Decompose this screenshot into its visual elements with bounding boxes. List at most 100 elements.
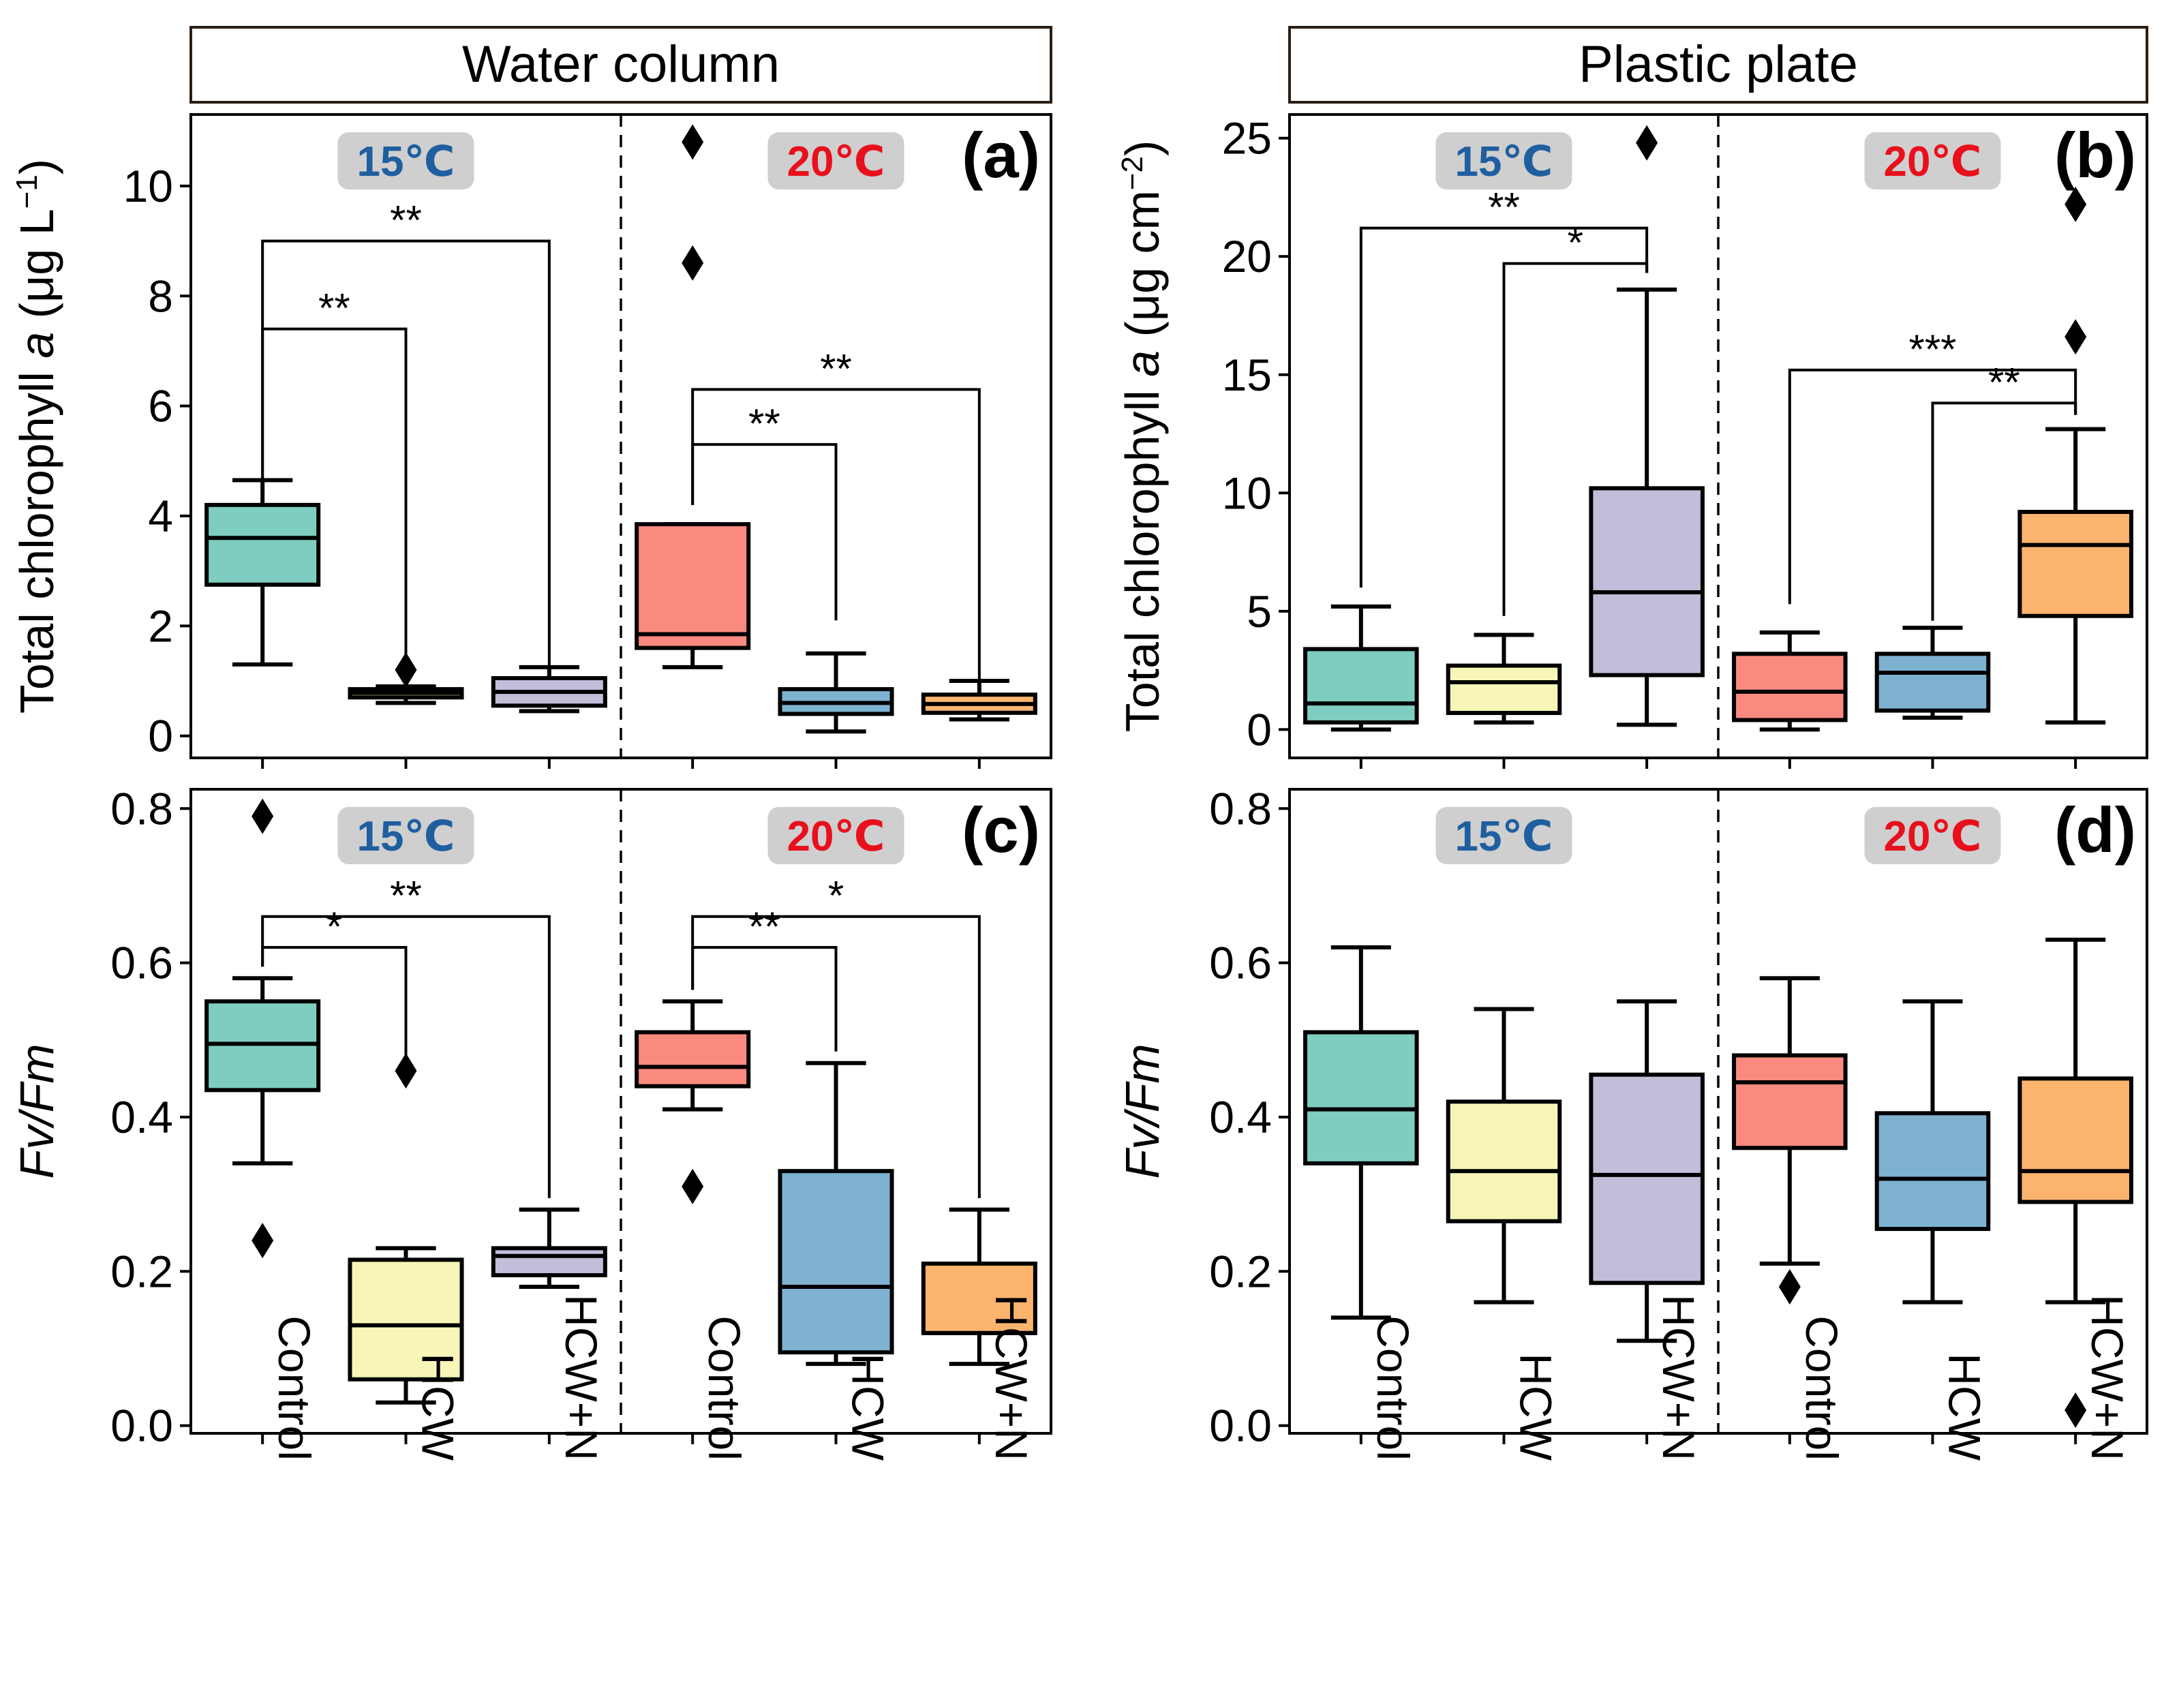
boxplot-hcw-n-15 [491,1207,607,1289]
outlier-point [2064,1392,2087,1429]
temperature-label: 20℃ [787,813,885,860]
outlier-point [1778,1268,1801,1305]
y-tick-label: 0.8 [110,783,173,834]
y-axis-title-close: ) [1116,140,1169,156]
category-label: Control [1797,1315,1847,1461]
box-iqr [491,1246,607,1277]
significance-bracket [261,946,408,1060]
category-label: HCW [413,1353,463,1461]
y-tick-label: 0.8 [1209,783,1272,834]
significance-bracket [1502,262,1649,616]
significance-bracket [261,327,408,670]
strip-water-column-label: Water column [462,35,780,93]
category-label: Control [699,1315,750,1461]
panel-letter: (d) [2054,794,2136,866]
significance-label: ** [1988,359,2020,405]
y-tick-label: 0.4 [1209,1092,1272,1142]
category-label: HCW+N [986,1294,1037,1461]
boxplot-hcw-20 [1874,999,1991,1305]
y-tick-label: 2 [148,600,173,651]
y-axis-title-unit: (μg cm [1116,190,1169,350]
temperature-badge [1864,132,2001,189]
plot-frame [189,113,1052,759]
y-axis-title: Total chlorophyll a (μg L−1) [10,159,64,714]
significance-label: * [326,904,342,949]
y-axis-title-unit: (μg L [10,209,63,331]
y-tick-label: 0 [1247,704,1272,754]
x-axis-labels-left: Control HCW HCW+N Control HCW HCW+N [269,1294,1037,1461]
temperature-label: 20℃ [1883,813,1981,860]
outlier-point [682,245,704,281]
boxplot-hcw-n-15 [1589,999,1705,1343]
box-iqr [1303,1030,1419,1165]
panel-letter: (a) [962,119,1040,191]
boxplot-hcw-20 [1874,626,1991,720]
boxplot-hcw-n-15 [491,665,607,714]
significance-bracket [1931,401,2077,621]
y-tick-label: 10 [123,161,173,211]
significance-label: ** [390,198,422,243]
y-axis-title-text: Total chlorophyll [1116,377,1169,732]
boxplot-hcw-15 [1446,632,1562,725]
box-iqr [1446,1099,1562,1223]
box-iqr [348,1257,464,1382]
boxplot-hcw-n-20 [921,679,1037,722]
significance-label: *** [1908,326,1956,372]
strip-water-column-box [189,26,1052,104]
significance-bracket [261,915,551,1198]
box-iqr [2017,1076,2133,1204]
outlier-point [1636,125,1658,161]
boxplot-hcw-15 [1446,1007,1562,1305]
category-label: HCW [1511,1353,1561,1461]
strip-plastic-plate-box [1288,26,2148,104]
significance-label: ** [748,401,780,446]
category-label: HCW+N [1654,1294,1704,1461]
y-axis-title-text: Total chlorophyll [10,359,63,714]
y-tick-label: 0.0 [1209,1401,1272,1451]
temperature-badge [1435,807,1572,864]
boxplot-control-20 [1732,976,1848,1305]
significance-bracket [1359,226,1649,588]
x-axis-labels-right: Control HCW HCW+N Control HCW HCW+N [1368,1294,2133,1461]
significance-label: ** [390,873,422,919]
y-tick-label: 15 [1222,350,1272,400]
box-iqr [635,522,751,650]
box-iqr [1589,486,1705,677]
box-iqr [921,1262,1037,1335]
boxplot-hcw-n-20 [921,1207,1037,1367]
significance-label: * [828,873,844,919]
box-iqr [2017,510,2133,618]
panel-d: 0.0 0.2 0.4 0.6 0.8 Fv/Fm 15℃ 20℃ (d) [1116,783,2148,1451]
y-tick-label: 4 [148,491,173,541]
significance-label: * [1568,220,1583,266]
y-axis-title-superscript: −2 [1116,156,1149,190]
boxplot-control-20 [1732,630,1848,732]
outlier-point [2064,319,2087,355]
box-iqr [1732,1053,1848,1150]
y-tick-label: 10 [1222,468,1272,518]
category-label: Control [1368,1315,1418,1461]
panel-b: 0 5 10 15 20 25 Total chlorophyll a (μg cm−2) 1… [1116,113,2148,769]
boxplot-hcw-20 [778,651,894,734]
y-tick-label: 8 [148,271,173,321]
boxplot-control-15 [1303,604,1419,732]
outlier-point [682,1168,704,1204]
significance-label: ** [820,346,852,391]
y-tick-label: 0.6 [1209,938,1272,988]
boxplot-control-15 [204,798,321,1259]
box-iqr [635,1030,751,1088]
y-axis-title: Fv/Fm [1116,1043,1169,1178]
box-iqr [1732,652,1848,722]
box-iqr [1874,652,1991,713]
category-label: HCW [843,1353,894,1461]
y-axis-title-italic: a [10,332,63,359]
y-axis-title-italic: Fv/Fm [10,1043,63,1178]
y-tick-label: 0.2 [110,1246,173,1296]
significance-bracket [691,443,838,621]
y-axis-title-italic: Fv/Fm [1116,1043,1169,1178]
boxplot-hcw-15 [348,1053,464,1405]
y-tick-label: 0.4 [110,1092,173,1142]
box-iqr [1446,663,1562,716]
panel-letter: (b) [2054,119,2136,191]
